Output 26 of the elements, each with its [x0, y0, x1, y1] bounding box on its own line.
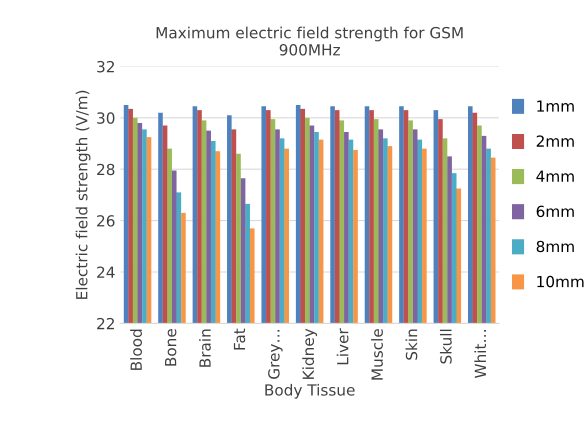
x-tick-label: Whit… — [474, 330, 486, 378]
legend-label: 6mm — [536, 206, 574, 218]
legend-label: 10mm — [537, 276, 584, 288]
x-tick-label: Fat — [234, 328, 246, 350]
y-tick-label: 22 — [97, 318, 114, 330]
y-tick-label: 24 — [97, 266, 115, 278]
x-axis-title: Body Tissue — [265, 384, 355, 399]
legend-label: 1mm — [537, 100, 574, 112]
x-tick-label: Grey… — [268, 330, 283, 379]
x-tick-label: Kidney — [302, 328, 318, 379]
x-tick-label: Blood — [130, 330, 142, 370]
x-tick-label: Brain — [198, 330, 211, 367]
legend-label: 2mm — [536, 135, 574, 147]
legend-label: 8mm — [536, 240, 574, 252]
x-tick-label: Skull — [440, 330, 452, 364]
y-tick-label: 30 — [97, 112, 114, 124]
x-tick-label: Muscle — [371, 329, 383, 380]
y-axis-title: Electric field strength (V/m) — [76, 90, 90, 299]
x-tick-label: Bone — [165, 329, 176, 366]
x-tick-label: Skin — [406, 330, 418, 360]
chart-title: Maximum electric field strength for GSM 900MHz — [156, 26, 463, 56]
y-tick-label: 28 — [97, 164, 114, 176]
y-tick-label: 32 — [97, 60, 114, 72]
y-tick-label: 26 — [97, 215, 115, 227]
x-tick-label: Liver — [336, 328, 348, 364]
legend-label: 4mm — [536, 170, 574, 182]
